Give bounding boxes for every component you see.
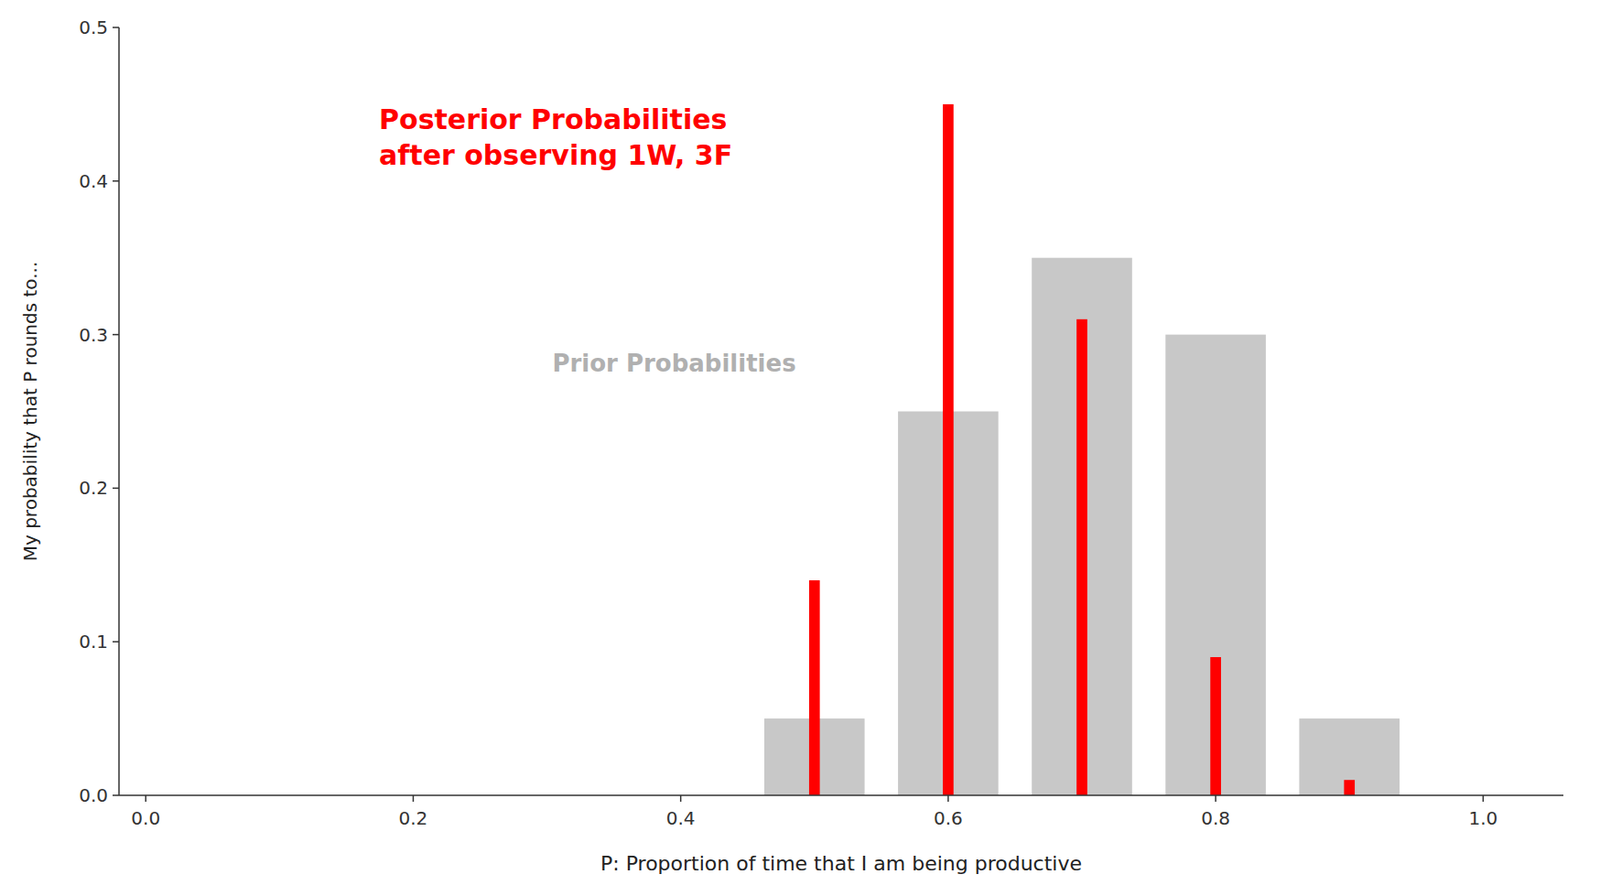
bar bbox=[1076, 319, 1088, 796]
y-tick-label: 0.5 bbox=[78, 16, 109, 39]
x-tick-label: 0.2 bbox=[399, 807, 429, 830]
y-tick bbox=[112, 487, 119, 490]
x-axis-line bbox=[118, 794, 1564, 797]
bar bbox=[1165, 335, 1266, 796]
y-tick-label: 0.1 bbox=[78, 630, 109, 653]
x-tick-label: 0.0 bbox=[130, 807, 161, 830]
y-tick bbox=[112, 26, 119, 29]
y-axis-label: My probability that P rounds to... bbox=[19, 261, 42, 563]
bar bbox=[1031, 258, 1133, 796]
bar bbox=[1343, 779, 1355, 796]
x-tick-label: 1.0 bbox=[1468, 807, 1498, 830]
annotation: Prior Probabilities bbox=[551, 349, 796, 378]
y-tick-label: 0.4 bbox=[78, 170, 109, 193]
x-tick-label: 0.6 bbox=[933, 807, 963, 830]
bar bbox=[809, 580, 821, 796]
x-tick bbox=[1214, 795, 1217, 802]
x-tick bbox=[412, 795, 415, 802]
annotation: Posterior Probabilitiesafter observing 1… bbox=[378, 103, 733, 172]
y-tick bbox=[112, 334, 119, 336]
x-tick-label: 0.4 bbox=[666, 807, 696, 830]
y-tick bbox=[112, 180, 119, 183]
x-tick bbox=[144, 795, 147, 802]
x-axis-label: P: Proportion of time that I am being pr… bbox=[600, 852, 1082, 876]
bar bbox=[942, 104, 954, 796]
x-tick bbox=[680, 795, 682, 802]
bar bbox=[1298, 718, 1400, 796]
bar bbox=[1210, 657, 1222, 796]
x-tick-label: 0.8 bbox=[1200, 807, 1231, 830]
y-tick-label: 0.2 bbox=[78, 476, 109, 499]
y-tick-label: 0.3 bbox=[78, 324, 109, 346]
y-axis-line bbox=[118, 27, 120, 796]
x-tick bbox=[1482, 795, 1485, 802]
chart: 0.0 0.2 0.4 0.6 0.8 1.0 0.0 0.1 0.2 0.3 0.4 0.5 P: P… bbox=[0, 0, 1600, 896]
annotation-line: after observing 1W, 3F bbox=[378, 139, 733, 172]
annotation-line: Posterior Probabilities bbox=[378, 103, 727, 136]
y-tick bbox=[112, 794, 119, 797]
y-tick-label: 0.0 bbox=[78, 784, 109, 807]
x-tick bbox=[947, 795, 950, 802]
bars bbox=[764, 104, 1400, 796]
annotation-line: Prior Probabilities bbox=[551, 349, 796, 378]
y-tick bbox=[112, 640, 119, 643]
